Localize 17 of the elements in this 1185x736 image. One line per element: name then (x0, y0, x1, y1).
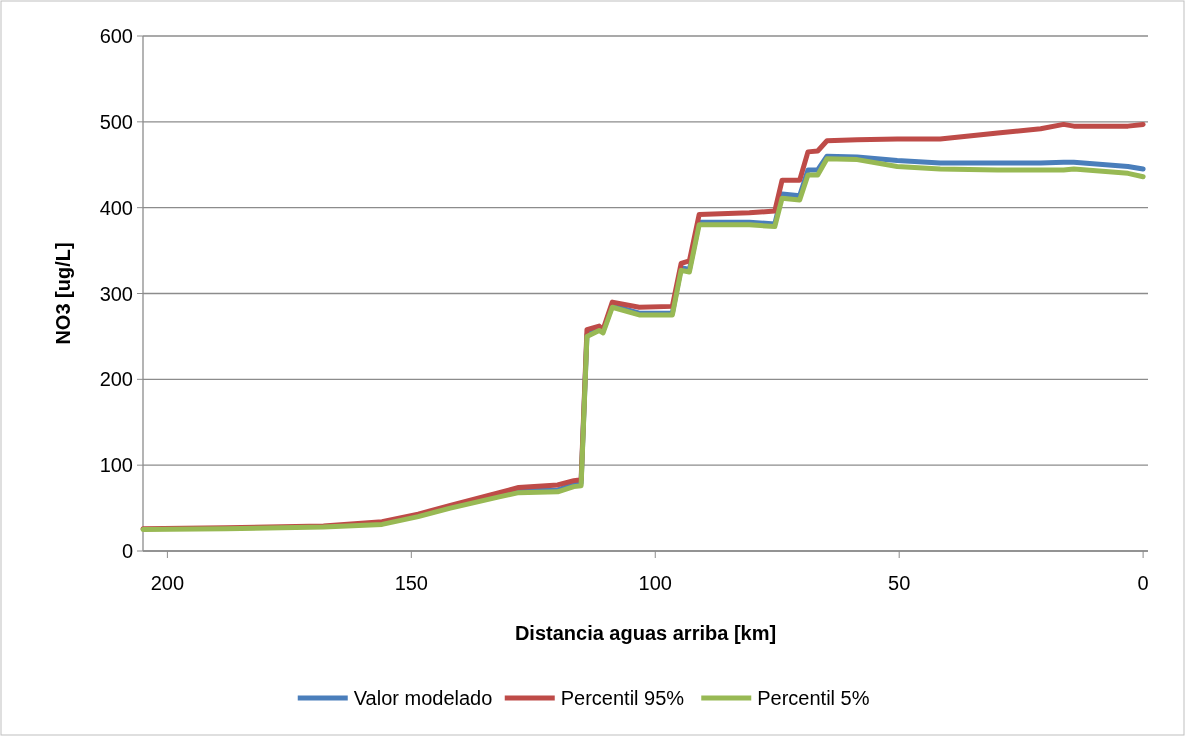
y-tick-label: 600 (99, 25, 133, 47)
x-tick-label: 150 (394, 572, 429, 594)
legend-label: Percentil 95% (560, 687, 685, 709)
x-axis-title: Distancia aguas arriba [km] (514, 622, 777, 644)
x-tick-label: 100 (638, 572, 672, 594)
y-axis-title: NO3 [ug/L] (52, 242, 74, 345)
y-tick-label: 500 (99, 110, 133, 133)
y-tick-label: 100 (99, 454, 133, 477)
legend-label: Percentil 5% (757, 687, 870, 709)
y-tick-label: 0 (121, 540, 133, 562)
y-tick-label: 200 (99, 368, 133, 391)
x-tick-label: 200 (150, 572, 185, 594)
legend-label: Valor modelado (353, 687, 493, 709)
y-tick-label: 300 (99, 282, 133, 305)
x-tick-label: 0 (1137, 572, 1149, 594)
x-tick-label: 50 (888, 572, 911, 594)
y-tick-label: 400 (99, 196, 133, 219)
